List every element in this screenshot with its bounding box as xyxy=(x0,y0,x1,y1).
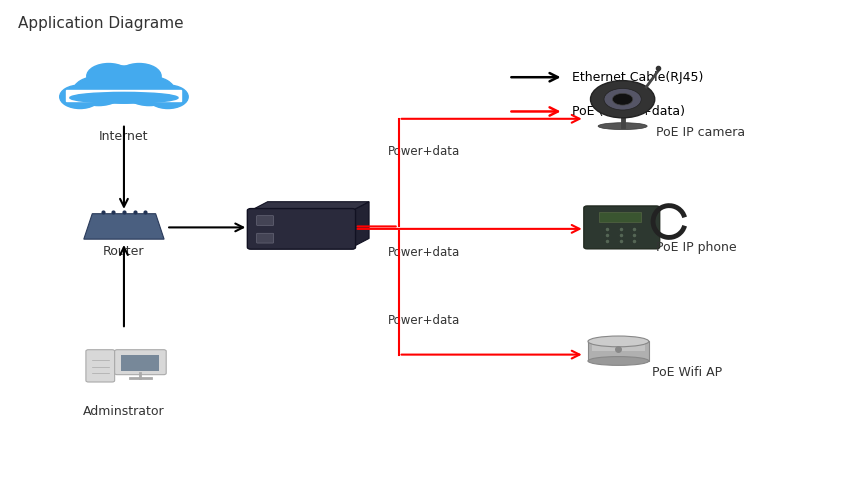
FancyBboxPatch shape xyxy=(86,350,114,382)
Circle shape xyxy=(92,66,156,103)
Ellipse shape xyxy=(588,357,649,366)
FancyBboxPatch shape xyxy=(114,350,166,375)
FancyBboxPatch shape xyxy=(592,343,644,351)
Ellipse shape xyxy=(70,92,178,103)
Circle shape xyxy=(612,93,633,105)
Circle shape xyxy=(148,85,188,109)
Polygon shape xyxy=(251,202,369,211)
FancyBboxPatch shape xyxy=(66,90,181,101)
Circle shape xyxy=(604,89,641,110)
Text: PoE IP phone: PoE IP phone xyxy=(656,241,737,254)
Text: PoE Wifi AP: PoE Wifi AP xyxy=(652,366,722,379)
Text: Adminstrator: Adminstrator xyxy=(83,405,165,418)
Ellipse shape xyxy=(598,123,647,129)
Circle shape xyxy=(124,76,175,106)
FancyBboxPatch shape xyxy=(248,209,355,249)
Text: Application Diagrame: Application Diagrame xyxy=(19,16,184,31)
Text: PoE IP camera: PoE IP camera xyxy=(656,126,745,139)
Text: Internet: Internet xyxy=(99,129,148,143)
Text: Power+data: Power+data xyxy=(388,246,460,259)
Polygon shape xyxy=(84,214,165,239)
FancyBboxPatch shape xyxy=(599,212,641,221)
FancyBboxPatch shape xyxy=(588,341,649,361)
FancyBboxPatch shape xyxy=(257,233,274,243)
Text: Power+data: Power+data xyxy=(388,145,460,158)
Text: PoE (Power+data): PoE (Power+data) xyxy=(572,105,685,118)
Text: Router: Router xyxy=(103,245,145,257)
FancyBboxPatch shape xyxy=(257,215,274,225)
Circle shape xyxy=(59,85,100,109)
Polygon shape xyxy=(352,202,369,247)
Ellipse shape xyxy=(588,336,649,347)
Circle shape xyxy=(73,76,124,106)
Circle shape xyxy=(86,63,131,89)
FancyBboxPatch shape xyxy=(121,355,159,371)
Circle shape xyxy=(590,81,655,118)
Circle shape xyxy=(117,63,161,89)
Text: Power+data: Power+data xyxy=(388,314,460,328)
FancyBboxPatch shape xyxy=(583,206,660,249)
Text: Ethernet Cable(RJ45): Ethernet Cable(RJ45) xyxy=(572,71,703,84)
